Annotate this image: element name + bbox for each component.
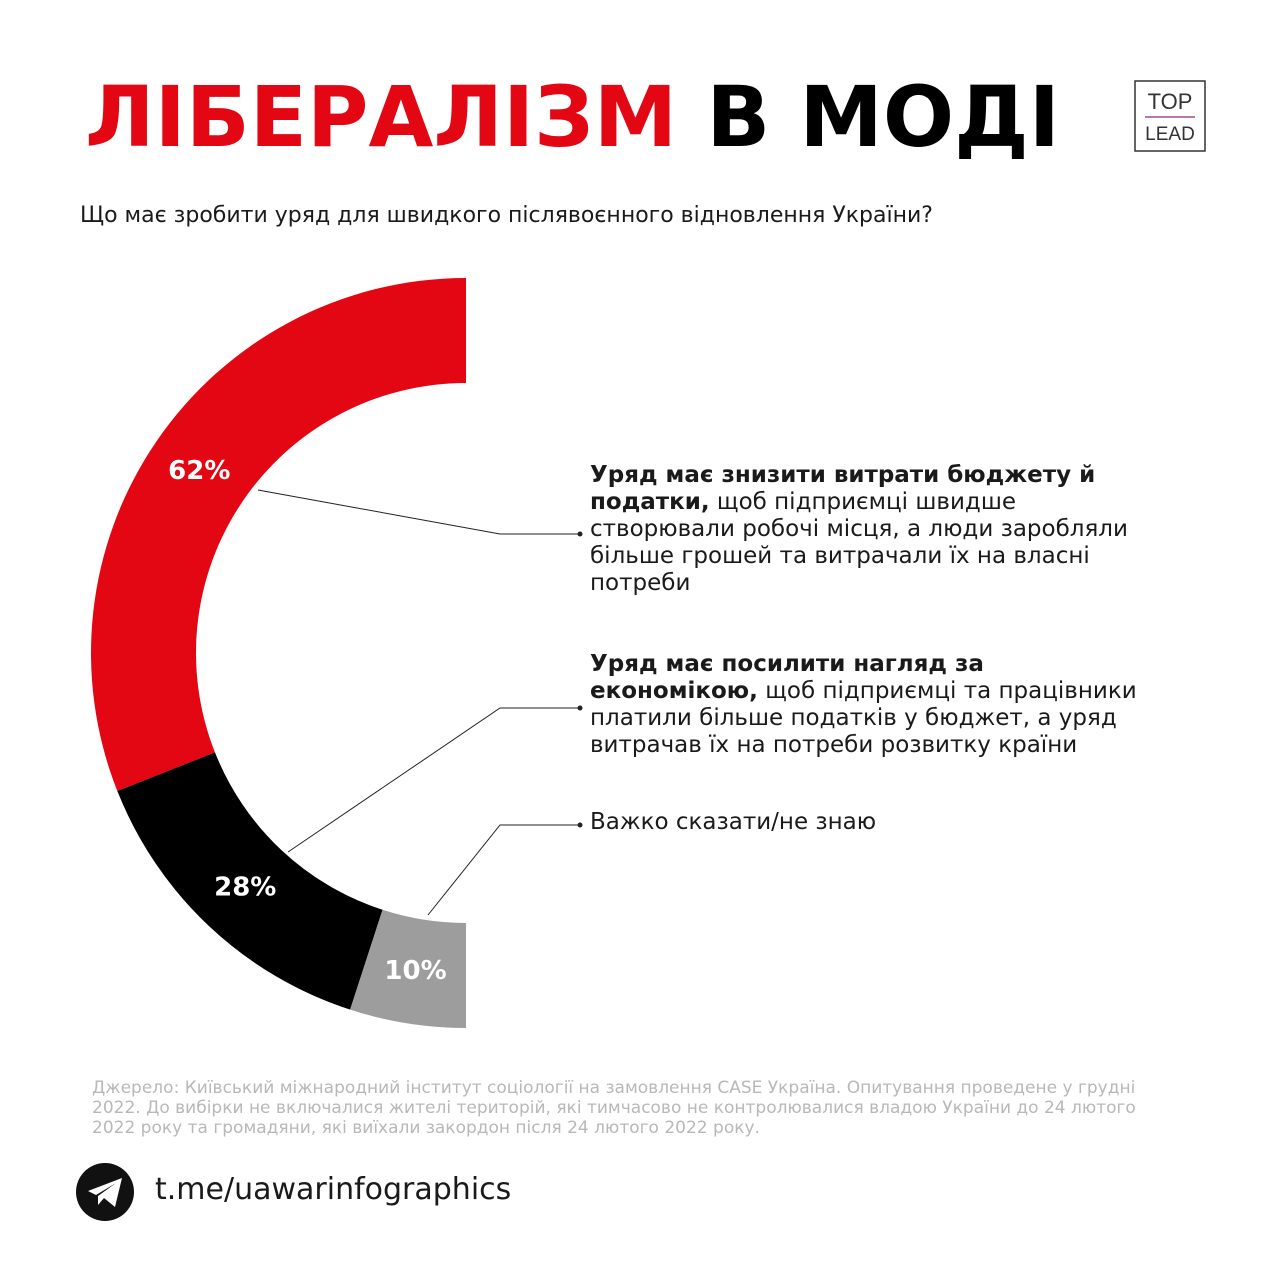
legend-entry: Важко сказати/не знаю (590, 809, 1150, 836)
logo-top: TOP (1148, 89, 1193, 114)
title-accent: ЛІБЕРАЛІЗМ (85, 68, 677, 166)
donut-segment (350, 909, 466, 1028)
telegram-plane (88, 1178, 122, 1207)
title-rest (677, 68, 706, 166)
legend-emphasis: Уряд має знизити витрати бюджету й подат… (590, 462, 1096, 515)
legend-entry: Уряд має посилити нагляд за економікою, … (590, 651, 1150, 759)
leader-line (427, 824, 578, 916)
donut-segment (91, 278, 467, 792)
leader-dots (577, 531, 583, 828)
donut: 62% 28% 10% (91, 278, 467, 1028)
leaders (257, 489, 578, 916)
leader-line (257, 489, 578, 535)
value-label: 10% (384, 956, 446, 986)
leader-dot (577, 705, 583, 711)
legend-text: щоб підприємці швидше створювали робочі … (590, 489, 1128, 596)
leader-dot (577, 531, 583, 537)
logo-frame (1134, 80, 1206, 152)
source: Джерело: Київський міжнародний інститут … (92, 1078, 1136, 1138)
legend-text: щоб підприємці та працівники платили біл… (590, 678, 1137, 758)
donut-segment (117, 752, 383, 1010)
value-label: 28% (214, 873, 276, 903)
legend-text: Важко сказати/не знаю (590, 809, 877, 835)
value-label: 62% (168, 456, 230, 486)
channel-link[interactable]: t.me/uawarinfographics (155, 1172, 512, 1207)
legend-emphasis: Уряд має посилити нагляд за економікою, (590, 651, 984, 704)
leader-dot (577, 822, 583, 828)
title-rest: В МОДІ (706, 68, 1060, 166)
title: ЛІБЕРАЛІЗМ В МОДІ (85, 68, 1060, 166)
subtitle: Що має зробити уряд для швидкого післяво… (80, 203, 933, 228)
legend-entry: Уряд має знизити витрати бюджету й подат… (590, 462, 1150, 597)
logo-bottom: LEAD (1145, 124, 1195, 145)
leader-line (287, 707, 578, 853)
